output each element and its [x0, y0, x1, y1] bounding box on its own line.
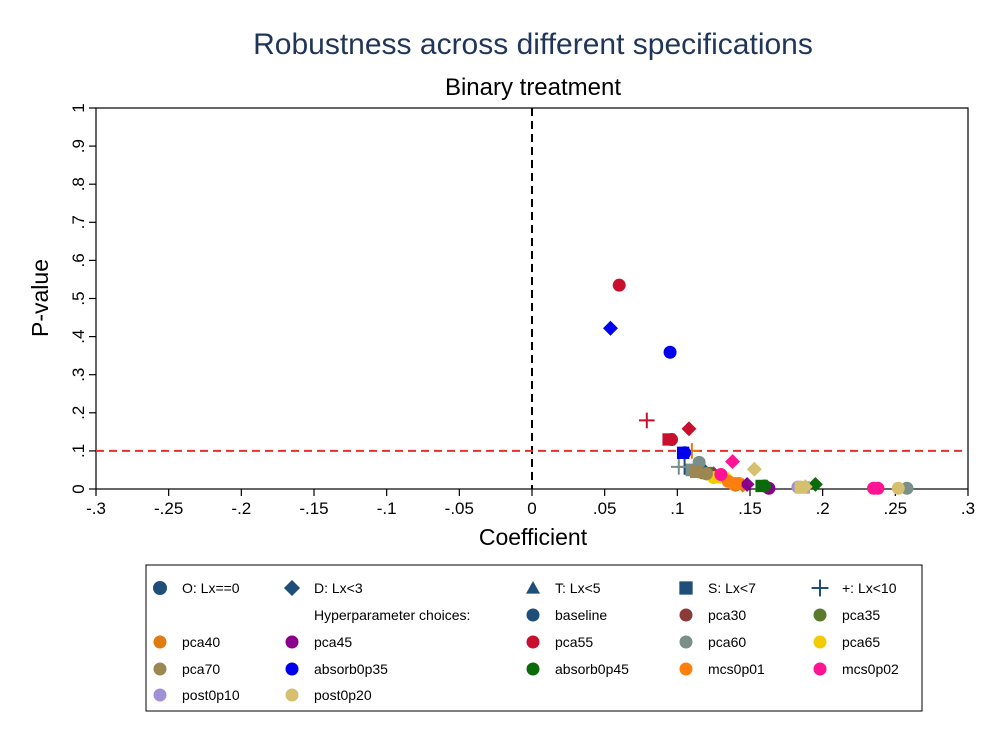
x-tick-label: -.2	[231, 499, 251, 518]
x-tick-label: .05	[593, 499, 617, 518]
y-tick-label: .7	[69, 215, 88, 229]
legend-marker	[679, 635, 693, 649]
data-point	[746, 461, 762, 477]
legend-marker	[526, 635, 540, 649]
legend-marker	[153, 662, 167, 676]
x-tick-label: -.05	[445, 499, 474, 518]
legend-marker	[679, 581, 693, 595]
data-point	[692, 455, 706, 469]
y-axis-title: P-value	[27, 259, 53, 337]
legend-label: pca60	[708, 634, 746, 650]
legend-marker	[285, 635, 299, 649]
x-tick-label: -.25	[154, 499, 183, 518]
legend-marker	[813, 608, 827, 622]
data-point	[755, 479, 768, 493]
x-tick-label: .25	[884, 499, 908, 518]
data-point	[612, 278, 626, 292]
legend-label: pca40	[182, 634, 220, 650]
legend-marker	[153, 688, 167, 702]
x-tick-label: 0	[527, 499, 536, 518]
data-point	[807, 476, 823, 492]
x-tick-label: -.3	[86, 499, 106, 518]
legend-marker	[811, 579, 829, 597]
legend-label: pca55	[555, 634, 593, 650]
legend-label: pca35	[842, 607, 880, 623]
legend-label: pca30	[708, 607, 746, 623]
chart-subtitle: Binary treatment	[445, 74, 621, 101]
data-point	[699, 467, 713, 481]
legend-marker	[526, 581, 540, 594]
legend-marker	[153, 581, 167, 595]
legend-label: baseline	[555, 607, 607, 623]
legend-label: +: Lx<10	[842, 580, 897, 596]
y-tick-label: .2	[69, 406, 88, 420]
x-tick-label: .3	[961, 499, 975, 518]
legend-label: pca45	[314, 634, 352, 650]
legend-marker	[285, 688, 299, 702]
legend-label: post0p10	[182, 687, 240, 703]
legend-marker	[679, 662, 693, 676]
legend-marker	[526, 662, 540, 676]
legend-label: absorb0p35	[314, 661, 388, 677]
legend-marker	[526, 608, 540, 622]
legend-label: Hyperparameter choices:	[314, 607, 470, 623]
legend-marker	[813, 635, 827, 649]
data-point	[725, 454, 741, 470]
y-tick-label: .5	[69, 291, 88, 305]
data-point	[678, 446, 692, 460]
legend-label: O: Lx==0	[182, 580, 240, 596]
legend-label: T: Lx<5	[555, 580, 601, 596]
data-point	[729, 477, 742, 490]
data-point	[603, 320, 618, 336]
y-tick-label: .6	[69, 253, 88, 267]
legend-marker	[153, 635, 167, 649]
y-tick-label: 0	[69, 484, 88, 493]
y-tick-label: .8	[69, 177, 88, 191]
y-tick-label: 1	[69, 103, 88, 112]
x-tick-label: .1	[670, 499, 684, 518]
data-point	[891, 481, 905, 495]
chart-title: Robustness across different specificatio…	[253, 28, 813, 61]
x-tick-label: -.1	[377, 499, 397, 518]
x-tick-label: -.15	[299, 499, 328, 518]
data-point	[670, 459, 687, 475]
data-point	[714, 468, 728, 482]
data-point	[794, 481, 808, 494]
y-tick-label: .4	[69, 330, 88, 344]
data-point	[665, 432, 679, 446]
y-tick-label: .1	[69, 444, 88, 458]
legend-label: D: Lx<3	[314, 580, 363, 596]
legend-marker	[285, 662, 299, 676]
data-point	[690, 465, 703, 479]
x-tick-label: .2	[816, 499, 830, 518]
legend: O: Lx==0 D: Lx<3 T: Lx<5 S: Lx<7 +: Lx<10 Hyp…	[145, 564, 923, 712]
data-point	[681, 421, 697, 437]
legend-marker	[283, 579, 301, 597]
legend-marker	[679, 608, 693, 622]
data-point	[663, 345, 677, 359]
legend-label: pca65	[842, 634, 880, 650]
legend-label: mcs0p02	[842, 661, 899, 677]
y-tick-label: .3	[69, 368, 88, 382]
plot-area: -.3 -.25 -.2 -.15 -.1 -.05 0 .05 .1 .15 .2 .25 .3 0 .1…	[69, 103, 975, 518]
legend-label: absorb0p45	[555, 661, 629, 677]
data-point	[639, 412, 655, 429]
legend-label: mcs0p01	[708, 661, 765, 677]
legend-marker	[813, 662, 827, 676]
legend-label: S: Lx<7	[708, 580, 756, 596]
x-axis-title: Coefficient	[479, 524, 588, 550]
x-tick-label: .15	[738, 499, 762, 518]
legend-label: post0p20	[314, 687, 372, 703]
y-tick-label: .9	[69, 139, 88, 153]
data-point	[739, 476, 755, 492]
data-point	[871, 481, 885, 495]
legend-label: pca70	[182, 661, 220, 677]
